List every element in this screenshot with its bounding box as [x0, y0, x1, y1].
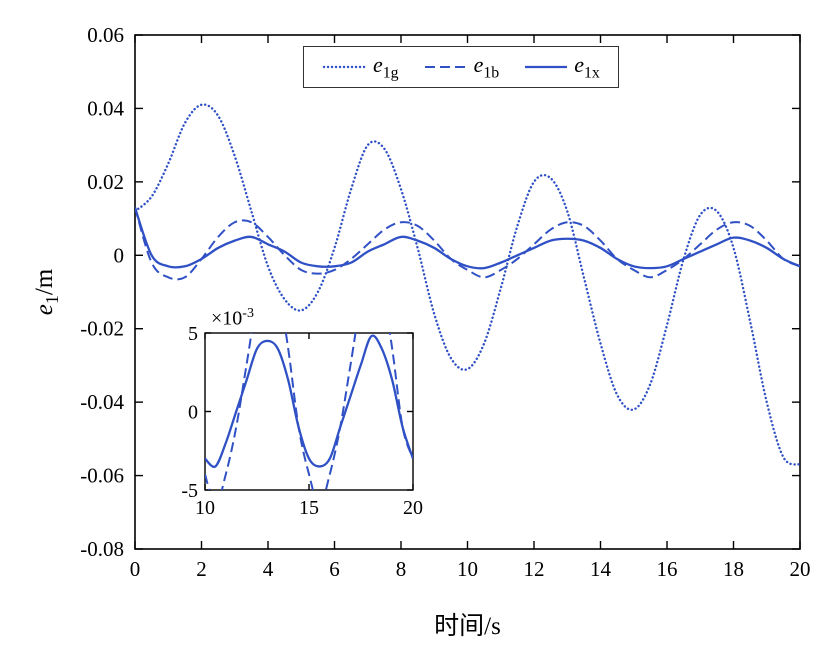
y-tick-label: -0.04	[80, 390, 124, 414]
inset-x-tick-label: 20	[403, 497, 423, 519]
legend-item-e1b: e1b	[423, 52, 500, 82]
x-tick-label: 16	[657, 557, 678, 581]
legend-label-e1x-base: e	[574, 51, 584, 77]
y-axis-label-base: e	[31, 304, 58, 316]
inset-y-tick-label: 5	[188, 323, 198, 345]
inset-x-tick-label: 15	[299, 497, 319, 519]
y-tick-label: -0.02	[80, 317, 124, 341]
legend-label-e1g-sub: 1g	[382, 64, 399, 82]
inset-exponent-label: ×10-3	[211, 306, 254, 331]
legend: e1g e1b e1x	[303, 46, 619, 88]
legend-item-e1x: e1x	[523, 52, 600, 82]
x-tick-label: 8	[396, 557, 407, 581]
series-e1x-path	[135, 207, 800, 270]
x-tick-label: 0	[130, 557, 141, 581]
inset-exponent-power: -3	[242, 306, 254, 321]
legend-label-e1g-base: e	[373, 51, 383, 77]
legend-label-e1b-sub: 1b	[483, 64, 500, 82]
x-tick-label: 14	[590, 557, 612, 581]
legend-item-e1g: e1g	[322, 52, 399, 82]
y-tick-label: 0.02	[87, 170, 124, 194]
y-axis-label: e1/m	[31, 269, 63, 316]
legend-label-e1b-base: e	[473, 51, 484, 77]
x-tick-label: 6	[329, 557, 340, 581]
inset-axes-box	[204, 332, 414, 491]
x-tick-label: 4	[263, 557, 274, 581]
inset-series-e1b-path	[205, 333, 413, 490]
legend-label-e1b: e1b	[474, 52, 500, 82]
x-tick-label: 10	[457, 557, 478, 581]
legend-label-e1x: e1x	[574, 52, 600, 82]
y-axis-label-unit: /m	[31, 268, 58, 296]
y-tick-label: 0	[114, 243, 125, 267]
inset-x-tick-label: 10	[195, 497, 215, 519]
x-tick-label: 18	[723, 557, 744, 581]
y-tick-label: 0.06	[87, 23, 124, 47]
legend-label-e1g: e1g	[373, 52, 399, 82]
inset-y-tick-label: -5	[181, 480, 198, 502]
dotted-line-icon	[322, 65, 368, 69]
y-tick-label: 0.04	[87, 96, 124, 120]
inset-y-tick-label: 0	[188, 402, 198, 424]
x-tick-label: 2	[196, 557, 207, 581]
x-axis-label: 时间/s	[434, 613, 501, 640]
solid-line-icon	[525, 65, 568, 69]
x-tick-label: 20	[790, 557, 811, 581]
legend-label-e1x-sub: 1x	[583, 64, 600, 82]
series-e1b-path	[135, 207, 800, 281]
y-tick-label: -0.08	[80, 537, 124, 561]
dashed-line-icon	[424, 65, 467, 68]
y-axis-label-sub: 1	[42, 295, 62, 305]
inset-series-e1x-path	[205, 334, 413, 469]
x-tick-label: 12	[524, 557, 545, 581]
y-tick-label: -0.06	[80, 464, 124, 488]
inset-exponent-prefix: ×10	[211, 307, 243, 330]
series-e1g-path	[135, 103, 800, 466]
